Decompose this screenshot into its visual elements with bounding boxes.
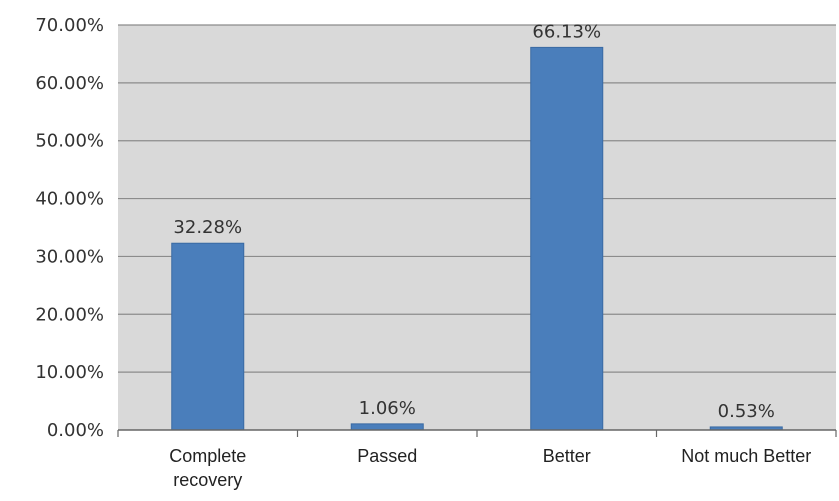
y-tick-label: 50.00% — [35, 131, 104, 152]
y-tick-label: 20.00% — [35, 304, 104, 325]
bars — [171, 46, 783, 431]
category-label: Complete — [169, 446, 246, 466]
y-tick-label: 0.00% — [47, 420, 104, 441]
y-tick-label: 70.00% — [35, 15, 104, 36]
data-label: 0.53% — [718, 401, 775, 422]
bar — [530, 46, 604, 431]
y-tick-label: 40.00% — [35, 189, 104, 210]
category-label: recovery — [173, 470, 242, 490]
bar — [171, 242, 245, 431]
data-label: 1.06% — [359, 398, 416, 419]
data-label: 32.28% — [173, 217, 242, 238]
y-tick-label: 60.00% — [35, 73, 104, 94]
data-label: 66.13% — [532, 21, 601, 42]
category-label: Passed — [357, 446, 417, 466]
data-labels: 32.28% 1.06% 66.13% 0.53% — [173, 21, 774, 422]
y-tick-label: 10.00% — [35, 362, 104, 383]
category-label: Not much Better — [681, 446, 811, 466]
category-label: Better — [543, 446, 591, 466]
y-tick-label: 30.00% — [35, 246, 104, 267]
bar — [350, 423, 424, 431]
x-axis — [117, 429, 837, 437]
y-axis-tick-labels: 0.00% 10.00% 20.00% 30.00% 40.00% 50.00% 60.00… — [35, 15, 104, 441]
x-axis-category-labels: Complete recovery Passed Better Not much Bet… — [169, 446, 811, 490]
